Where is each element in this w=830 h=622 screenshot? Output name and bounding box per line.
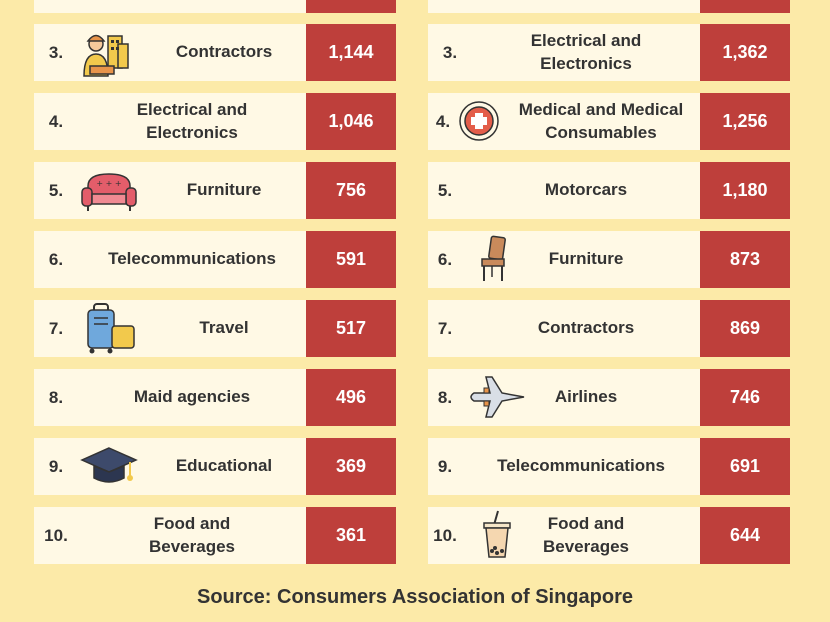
category-label: Food and Beverages (148, 513, 235, 556)
luggage-icon (78, 302, 140, 355)
value-box: 746 (700, 369, 790, 426)
rank-number: 4. (48, 111, 64, 131)
value-box: 496 (306, 369, 396, 426)
rank-number: 9. (437, 456, 453, 476)
rank-number: 7. (437, 318, 453, 338)
category-label: Airlines (554, 387, 618, 407)
rank-number: 9. (48, 456, 64, 476)
table-row: 6. Telecommunications 591 (34, 231, 396, 288)
value-box: 644 (700, 507, 790, 564)
rank-number: 5. (48, 180, 64, 200)
table-row: 5. + + + Furniture 756 (34, 162, 396, 219)
category-label: Medical and Medical Consumables (518, 99, 684, 142)
value-box: 1,180 (700, 162, 790, 219)
value-box: 873 (700, 231, 790, 288)
category-label: Electrical and Electronics (530, 30, 642, 73)
rank-number: 6. (48, 249, 64, 269)
table-row: 6. Furniture 873 (428, 231, 790, 288)
rank-number: 8. (437, 387, 453, 407)
value-box: 517 (306, 300, 396, 357)
value-box: 1,256 (700, 93, 790, 150)
bubble-tea-icon (472, 509, 522, 562)
value-box: 1,144 (306, 24, 396, 81)
source-caption: Source: Consumers Association of Singapo… (196, 586, 633, 608)
category-label: Travel (199, 318, 249, 338)
chair-icon (462, 233, 524, 286)
value-box: 1,362 (700, 24, 790, 81)
table-row: 4. Electrical and Electronics 1,046 (34, 93, 396, 150)
value-box (306, 0, 396, 13)
value-box: 1,046 (306, 93, 396, 150)
airplane-icon (462, 371, 532, 424)
table-row-cropped (34, 0, 396, 13)
rank-number: 3. (442, 42, 458, 62)
category-label: Food and Beverages (542, 513, 629, 556)
table-row: 7. Travel 517 (34, 300, 396, 357)
category-label: Maid agencies (133, 387, 251, 407)
category-label: Furniture (548, 249, 624, 269)
medical-cross-icon (456, 95, 502, 148)
table-row: 8. Maid agencies 496 (34, 369, 396, 426)
rank-number: 10. (44, 525, 68, 545)
table-row: 10. Food and Beverages 644 (428, 507, 790, 564)
value-box: 869 (700, 300, 790, 357)
table-row: 9. Educational 369 (34, 438, 396, 495)
graduation-cap-icon (78, 440, 140, 493)
category-label: Educational (175, 456, 273, 476)
category-label: Contractors (537, 318, 635, 338)
rank-number: 7. (48, 318, 64, 338)
table-row: 9. Telecommunications 691 (428, 438, 790, 495)
table-row: 5. Motorcars 1,180 (428, 162, 790, 219)
category-label: Telecommunications (108, 249, 276, 269)
category-label: Furniture (186, 180, 262, 200)
value-box: 361 (306, 507, 396, 564)
table-row: 7. Contractors 869 (428, 300, 790, 357)
rank-number: 5. (437, 180, 453, 200)
category-label: Electrical and Electronics (136, 99, 248, 142)
value-box (700, 0, 790, 13)
contractor-icon (78, 26, 140, 79)
rank-number: 4. (435, 111, 451, 131)
rank-number: 3. (48, 42, 64, 62)
table-row: 10. Food and Beverages 361 (34, 507, 396, 564)
svg-text:+ + +: + + + (96, 179, 121, 188)
category-label: Contractors (175, 42, 273, 62)
rank-number: 8. (48, 387, 64, 407)
category-label: Telecommunications (497, 456, 665, 476)
rank-number: 6. (437, 249, 453, 269)
value-box: 691 (700, 438, 790, 495)
category-label: Motorcars (544, 180, 628, 200)
table-row: 4. Medical and Medical Consumables 1,256 (428, 93, 790, 150)
table-row-cropped (428, 0, 790, 13)
table-row: 3. Contractors 1,144 (34, 24, 396, 81)
sofa-icon: + + + (78, 164, 140, 217)
rank-number: 10. (433, 525, 457, 545)
value-box: 369 (306, 438, 396, 495)
value-box: 591 (306, 231, 396, 288)
table-row: 3. Electrical and Electronics 1,362 (428, 24, 790, 81)
table-row: 8. Airlines 746 (428, 369, 790, 426)
value-box: 756 (306, 162, 396, 219)
